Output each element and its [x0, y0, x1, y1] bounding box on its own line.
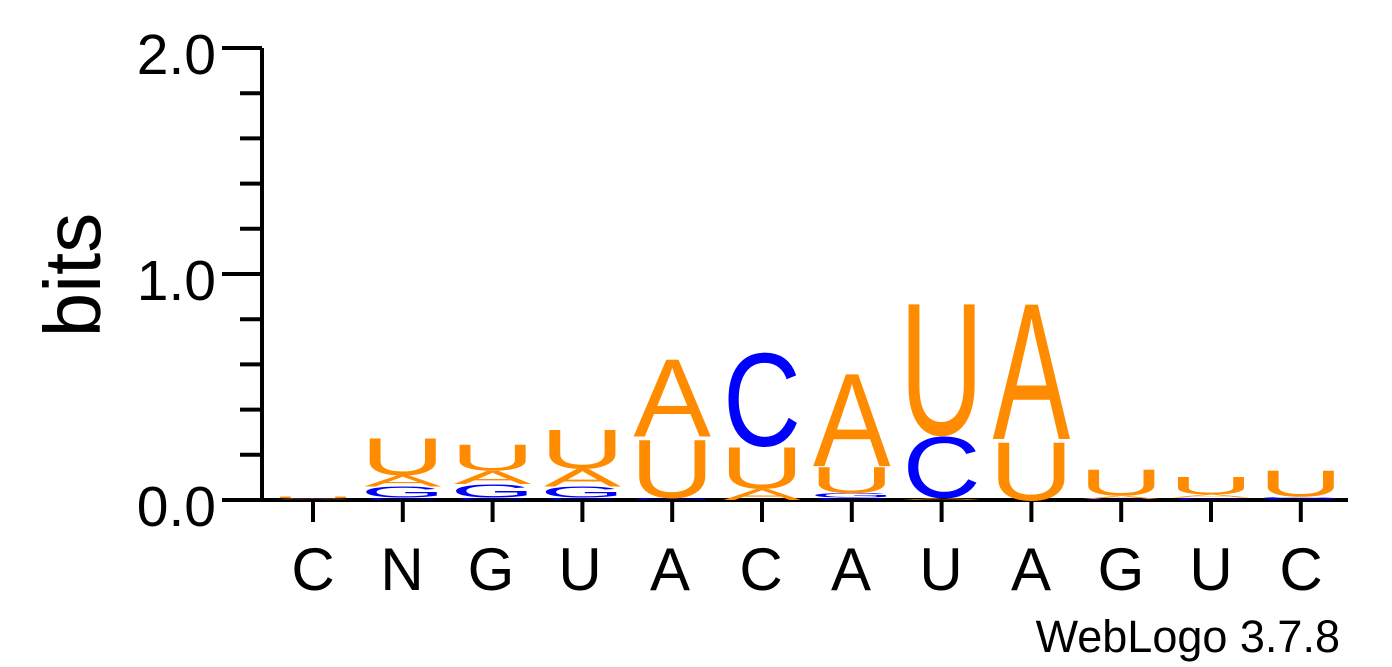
- position-label: N: [380, 536, 423, 603]
- position-label: U: [919, 536, 962, 603]
- position-label: A: [650, 536, 690, 603]
- logo-letter-G: G: [810, 492, 894, 499]
- logo-letter-A: A: [364, 472, 443, 489]
- position-label: G: [1098, 536, 1145, 603]
- y-tick-label: 0.0: [137, 475, 216, 539]
- logo-letter-U: U: [1169, 472, 1253, 500]
- logo-letter-A: A: [544, 464, 622, 492]
- position-label: U: [558, 536, 601, 603]
- logo-letter-C: C: [723, 325, 801, 474]
- logo-letter-A: A: [274, 498, 352, 499]
- logo-letter-C: C: [813, 497, 891, 500]
- logo-letter-U: U: [1259, 463, 1343, 504]
- logo-letter-U: U: [720, 436, 804, 502]
- logo-letter-U: U: [361, 428, 445, 487]
- logo-letter-U: U: [900, 265, 984, 476]
- logo-letter-G: G: [451, 481, 535, 502]
- logo-letter-G: G: [361, 484, 445, 501]
- logo-letter-U: U: [810, 460, 894, 501]
- position-label: A: [1011, 536, 1051, 603]
- logo-letter-A: A: [993, 263, 1071, 482]
- logo-letter-G: G: [540, 484, 624, 501]
- logo-letter-A: A: [903, 497, 981, 500]
- logo-letter-A: A: [454, 467, 532, 488]
- logo-letter-A: A: [813, 346, 891, 495]
- logo-letter-A: A: [633, 337, 711, 461]
- logo-letter-C: C: [454, 497, 532, 500]
- y-tick-label: 2.0: [137, 23, 216, 87]
- logo-letter-G: G: [630, 497, 714, 500]
- logo-letter-C: C: [903, 419, 981, 516]
- logo-letter-C: C: [543, 497, 621, 500]
- logo-letter-U: U: [630, 423, 714, 516]
- logo-letter-A: A: [1082, 495, 1160, 500]
- position-label: C: [739, 536, 782, 603]
- y-axis-label: bits: [28, 213, 117, 338]
- position-label: U: [1189, 536, 1232, 603]
- logo-letter-C: C: [1172, 497, 1250, 500]
- x-ticks: [311, 500, 1303, 522]
- logo-letter-C: C: [1262, 499, 1340, 501]
- logo-letter-A: A: [1172, 494, 1250, 499]
- logo-letter-U: U: [451, 437, 535, 478]
- weblogo-credit: WebLogo 3.7.8: [1036, 611, 1340, 662]
- logo-letter-G: G: [1259, 496, 1343, 499]
- logo-letter-G: G: [271, 499, 355, 500]
- logo-letter-U: U: [1079, 462, 1163, 503]
- y-tick-label: 1.0: [137, 249, 216, 313]
- logo-letter-A: A: [723, 486, 802, 503]
- position-label: C: [291, 536, 334, 603]
- position-label: G: [468, 536, 515, 603]
- position-label: C: [1279, 536, 1322, 603]
- logo-letter-C: C: [364, 497, 442, 500]
- logo-letter-U: U: [271, 496, 355, 499]
- logo-letter-U: U: [540, 418, 624, 480]
- logo-letter-C: C: [1082, 499, 1160, 501]
- y-ticks: [222, 46, 262, 502]
- logo-letter-U: U: [989, 425, 1073, 518]
- position-label: A: [831, 536, 871, 603]
